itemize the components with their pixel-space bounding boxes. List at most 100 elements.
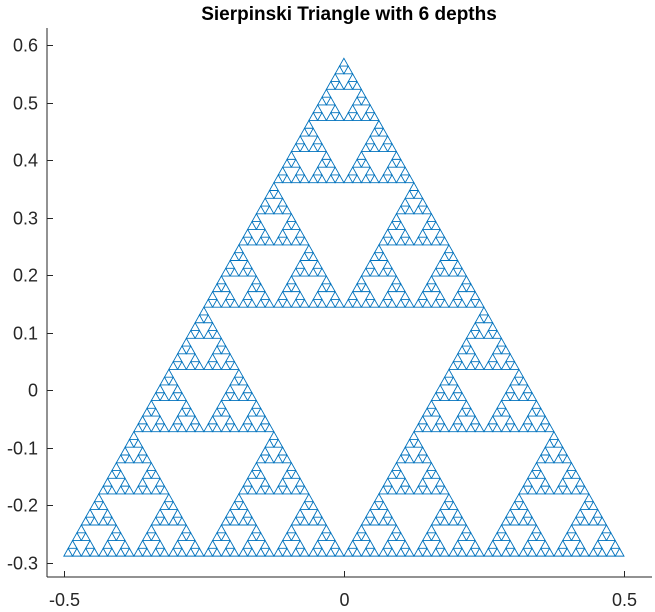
- sierpinski-cell: [290, 236, 301, 246]
- sierpinski-cell: [378, 500, 389, 510]
- sierpinski-cell: [246, 267, 258, 277]
- sierpinski-cell: [286, 524, 297, 534]
- sierpinski-cell: [456, 531, 468, 542]
- sierpinski-cell: [465, 360, 476, 370]
- sierpinski-cell: [334, 298, 345, 308]
- sierpinski-cell: [413, 189, 424, 199]
- sierpinski-cell: [281, 220, 293, 230]
- sierpinski-cell: [404, 236, 415, 246]
- sierpinski-cell: [176, 360, 188, 370]
- sierpinski-cell: [474, 360, 485, 370]
- sierpinski-cell: [435, 539, 446, 549]
- sierpinski-cell: [351, 80, 363, 90]
- sierpinski-cell: [426, 461, 437, 472]
- sierpinski-cell: [185, 531, 196, 542]
- sierpinski-cell: [456, 547, 468, 557]
- sierpinski-cell: [242, 259, 253, 269]
- sierpinski-cell: [426, 524, 437, 534]
- sierpinski-cell: [430, 236, 441, 246]
- sierpinski-cell: [351, 174, 363, 184]
- sierpinski-cell: [181, 524, 192, 534]
- sierpinski-cell: [294, 290, 306, 300]
- sierpinski-cell: [220, 282, 231, 293]
- sierpinski-cell: [325, 547, 336, 557]
- sierpinski-cell: [400, 228, 411, 238]
- sierpinski-cell: [535, 407, 546, 417]
- sierpinski-cell: [159, 485, 170, 495]
- sierpinski-cell: [421, 531, 433, 542]
- sierpinski-cell: [343, 547, 354, 557]
- sierpinski-cell: [395, 220, 406, 230]
- sierpinski-cell: [325, 531, 336, 542]
- sierpinski-cell: [211, 345, 223, 355]
- sierpinski-cell: [356, 524, 367, 534]
- sierpinski-cell: [93, 492, 104, 503]
- sierpinski-cell: [316, 531, 328, 542]
- sierpinski-cell: [369, 111, 380, 121]
- sierpinski-cell: [526, 547, 538, 557]
- sierpinski-cell: [290, 267, 301, 277]
- sierpinski-cell: [316, 96, 328, 106]
- sierpinski-cell: [203, 298, 214, 308]
- sierpinski-cell: [483, 422, 494, 433]
- sierpinski-cell: [242, 477, 253, 487]
- sierpinski-cell: [141, 485, 153, 495]
- sierpinski-cell: [189, 352, 201, 363]
- sierpinski-cell: [290, 485, 301, 495]
- sierpinski-cell: [294, 259, 306, 269]
- sierpinski-cell: [421, 298, 433, 308]
- sierpinski-cell: [474, 547, 485, 557]
- sierpinski-cell: [356, 275, 367, 285]
- sierpinski-cell: [452, 415, 463, 425]
- sierpinski-cell: [443, 492, 455, 503]
- sierpinski-cell: [579, 547, 590, 557]
- sierpinski-cell: [220, 345, 231, 355]
- sierpinski-cell: [343, 111, 354, 121]
- sierpinski-cell: [273, 547, 284, 557]
- sierpinski-cell: [124, 547, 135, 557]
- sierpinski-cell: [360, 282, 371, 293]
- sierpinski-cell: [299, 298, 310, 308]
- sierpinski-cell: [421, 236, 433, 246]
- sierpinski-cell: [509, 500, 520, 510]
- sierpinski-cell: [435, 415, 446, 425]
- sierpinski-cell: [544, 547, 555, 557]
- sierpinski-cell: [378, 298, 389, 308]
- sierpinski-cell: [553, 547, 564, 557]
- sierpinski-cell: [141, 422, 153, 433]
- sierpinski-cell: [386, 220, 398, 230]
- y-tick-label: 0.6: [13, 36, 38, 56]
- sierpinski-cell: [281, 547, 293, 557]
- sierpinski-cell: [220, 267, 231, 277]
- sierpinski-cell: [526, 485, 538, 495]
- y-tick-label: 0.5: [13, 94, 38, 114]
- sierpinski-cell: [115, 531, 126, 542]
- sierpinski-cell: [299, 127, 310, 137]
- sierpinski-cell: [439, 251, 450, 261]
- sierpinski-cell: [299, 485, 310, 495]
- sierpinski-cell: [614, 547, 625, 557]
- sierpinski-cell: [347, 290, 358, 300]
- sierpinski-cell: [456, 516, 468, 526]
- sierpinski-cell: [330, 290, 341, 300]
- y-tick-label: 0.4: [13, 151, 38, 171]
- sierpinski-cell: [518, 422, 529, 433]
- sierpinski-cell: [561, 485, 573, 495]
- sierpinski-cell: [382, 539, 393, 549]
- sierpinski-cell: [67, 539, 78, 549]
- sierpinski-cell: [526, 407, 538, 417]
- sierpinski-cell: [290, 220, 301, 230]
- sierpinski-cell: [496, 524, 507, 534]
- sierpinski-cell: [413, 236, 424, 246]
- sierpinski-cell: [417, 228, 428, 238]
- sierpinski-cell: [277, 228, 288, 238]
- x-axis: -0.5 0 0.5: [49, 571, 637, 610]
- sierpinski-cell: [557, 446, 568, 456]
- sierpinski-cell: [386, 267, 398, 277]
- sierpinski-cell: [255, 454, 266, 464]
- sierpinski-cell: [238, 376, 249, 386]
- sierpinski-cell: [124, 454, 135, 464]
- sierpinski-cell: [378, 547, 389, 557]
- sierpinski-cell: [452, 384, 463, 394]
